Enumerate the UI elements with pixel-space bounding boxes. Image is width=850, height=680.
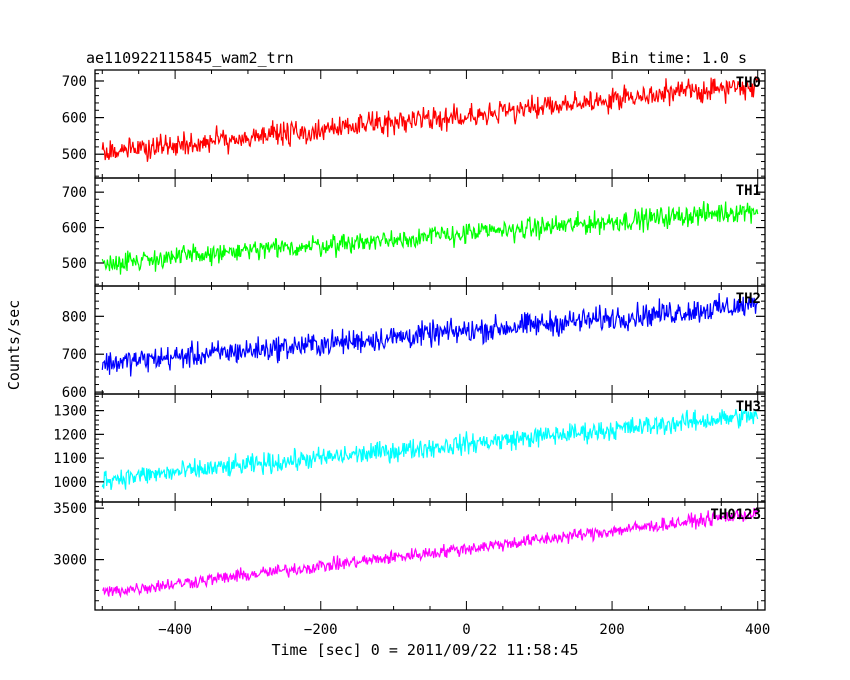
y-tick-label: 1100 [53, 451, 87, 467]
x-axis-label: Time [sec] 0 = 2011/09/22 11:58:45 [271, 641, 578, 659]
observation-title: ae110922115845_wam2_trn [86, 49, 294, 67]
y-tick-label: 500 [62, 147, 87, 163]
panel-label-th0123: TH0123 [710, 507, 761, 523]
y-tick-label: 3000 [53, 553, 87, 569]
panels: 500 600 700 TH0 500 600 700 TH1 600 700 800 TH2 1000… [53, 69, 766, 611]
y-tick-label: 500 [62, 256, 87, 272]
x-tick-label: 400 [745, 622, 770, 638]
y-tick-label: 600 [62, 385, 87, 401]
y-tick-label: 1300 [53, 404, 87, 420]
panel-label-th0: TH0 [736, 75, 761, 91]
panel-label-th3: TH3 [736, 399, 761, 415]
x-tick-label: 0 [462, 622, 470, 638]
y-axis-label: Counts/sec [5, 300, 23, 390]
y-tick-label: 1000 [53, 475, 87, 491]
x-tick-label: 200 [599, 622, 624, 638]
bin-time-label: Bin time: 1.0 s [612, 49, 747, 67]
x-tick-label: −200 [304, 622, 338, 638]
y-tick-label: 600 [62, 221, 87, 237]
series-line-th3 [101, 407, 759, 491]
panel-frame [94, 285, 766, 395]
panel-label-th1: TH1 [736, 183, 761, 199]
y-tick-label: 800 [62, 309, 87, 325]
series-line-th0 [101, 76, 759, 162]
y-tick-label: 700 [62, 185, 87, 201]
y-tick-label: 700 [62, 74, 87, 90]
panel-th1: 500 600 700 TH1 [62, 177, 766, 287]
x-tick-label: −400 [158, 622, 192, 638]
y-tick-label: 1200 [53, 427, 87, 443]
panel-th0: 500 600 700 TH0 [62, 69, 766, 179]
series-line-th2 [101, 293, 759, 377]
y-tick-label: 600 [62, 111, 87, 127]
y-tick-label: 700 [62, 347, 87, 363]
series-line-th1 [101, 201, 759, 275]
panel-th3: 1000 1100 1200 1300 TH3 [53, 393, 766, 503]
x-axis: −400 −200 0 200 400 [158, 622, 770, 638]
panel-label-th2: TH2 [736, 291, 761, 307]
panel-th0123: 3000 3500 TH0123 [53, 501, 766, 611]
series-line-th0123 [102, 507, 759, 599]
panel-th2: 600 700 800 TH2 [62, 285, 766, 401]
y-tick-label: 3500 [53, 501, 87, 517]
